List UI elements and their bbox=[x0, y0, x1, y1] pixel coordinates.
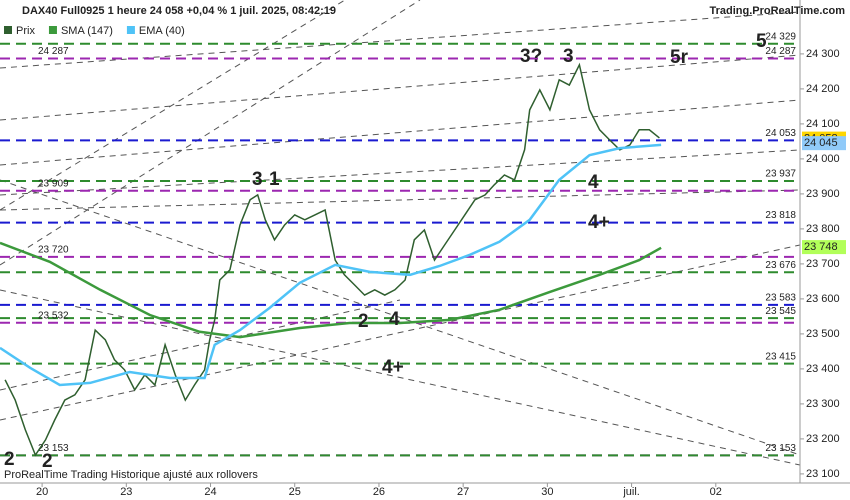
level-label: 24 287 bbox=[38, 46, 69, 57]
y-tick-label: 23 200 bbox=[806, 433, 840, 445]
y-tick-label: 24 300 bbox=[806, 48, 840, 60]
x-tick-label: 24 bbox=[204, 486, 216, 498]
wave-label: 2 bbox=[42, 451, 53, 472]
wave-label: 3 bbox=[252, 169, 263, 190]
level-label: 24 287 bbox=[765, 46, 796, 57]
wave-label: 2 bbox=[4, 449, 15, 470]
wave-label: 2 bbox=[358, 311, 369, 332]
level-label: 23 545 bbox=[765, 306, 796, 317]
wave-label: 3 bbox=[563, 46, 574, 67]
wave-label: 4 bbox=[588, 172, 599, 193]
level-label: 23 937 bbox=[765, 169, 796, 180]
legend-label: Prix bbox=[16, 25, 35, 37]
y-tick-label: 23 300 bbox=[806, 398, 840, 410]
wave-label: 4+ bbox=[588, 212, 610, 233]
x-tick-label: 02 bbox=[710, 486, 722, 498]
level-label: 23 818 bbox=[765, 210, 796, 221]
wave-label: 4+ bbox=[382, 357, 404, 378]
y-tick-label: 24 100 bbox=[806, 118, 840, 130]
series-line bbox=[0, 143, 662, 387]
x-tick-label: 26 bbox=[373, 486, 385, 498]
legend-swatch bbox=[126, 26, 135, 34]
level-label: 23 153 bbox=[765, 443, 796, 454]
level-label: 23 583 bbox=[765, 292, 796, 303]
level-label: 23 676 bbox=[765, 260, 796, 271]
footer: ProRealTime Trading Historique ajusté au… bbox=[4, 469, 258, 481]
wave-label: 3? bbox=[520, 46, 542, 67]
level-label: 23 415 bbox=[765, 351, 796, 362]
y-tick-label: 23 700 bbox=[806, 258, 840, 270]
wave-label: 5 bbox=[756, 31, 767, 52]
level-label: 23 153 bbox=[38, 443, 69, 454]
source: Trading.ProRealTime.com bbox=[709, 5, 845, 17]
price-marker bbox=[802, 240, 846, 255]
y-tick-label: 23 100 bbox=[806, 468, 840, 480]
series-line bbox=[0, 241, 662, 339]
level-label: 23 720 bbox=[38, 245, 69, 256]
x-tick-label: juil. bbox=[622, 486, 640, 498]
level-label: 23 532 bbox=[38, 310, 69, 321]
chart-title: DAX40 Full0925 1 heure 24 058 +0,04 % 1 … bbox=[22, 5, 336, 17]
price-marker-label: 24 045 bbox=[804, 137, 838, 149]
level-label: 23 909 bbox=[38, 178, 69, 189]
x-tick-label: 30 bbox=[541, 486, 553, 498]
legend-swatch bbox=[4, 26, 12, 34]
x-tick-label: 23 bbox=[120, 486, 132, 498]
price-marker bbox=[802, 136, 846, 151]
legend-swatch bbox=[48, 26, 57, 34]
legend-label: EMA (40) bbox=[139, 25, 185, 37]
y-tick-label: 23 800 bbox=[806, 223, 840, 235]
y-tick-label: 23 500 bbox=[806, 328, 840, 340]
legend-label: SMA (147) bbox=[61, 25, 113, 37]
x-tick-label: 20 bbox=[36, 486, 48, 498]
level-label: 24 053 bbox=[765, 128, 796, 139]
annotations: 3? 3 5r 5 3 1 4 4+ 2 4 4+ 2 2 bbox=[4, 31, 767, 472]
wave-label: 1 bbox=[269, 169, 280, 190]
y-tick-label: 23 600 bbox=[806, 293, 840, 305]
series-line bbox=[4, 62, 660, 457]
x-tick-label: 27 bbox=[457, 486, 469, 498]
y-tick-label: 23 400 bbox=[806, 363, 840, 375]
wave-label: 5r bbox=[670, 47, 689, 68]
y-tick-label: 23 900 bbox=[806, 188, 840, 200]
price-marker-label: 23 748 bbox=[804, 241, 838, 253]
wave-label: 4 bbox=[389, 309, 400, 330]
y-tick-label: 24 200 bbox=[806, 83, 840, 95]
level-label: 24 329 bbox=[765, 31, 796, 42]
x-tick-label: 25 bbox=[289, 486, 301, 498]
y-tick-label: 24 000 bbox=[806, 153, 840, 165]
